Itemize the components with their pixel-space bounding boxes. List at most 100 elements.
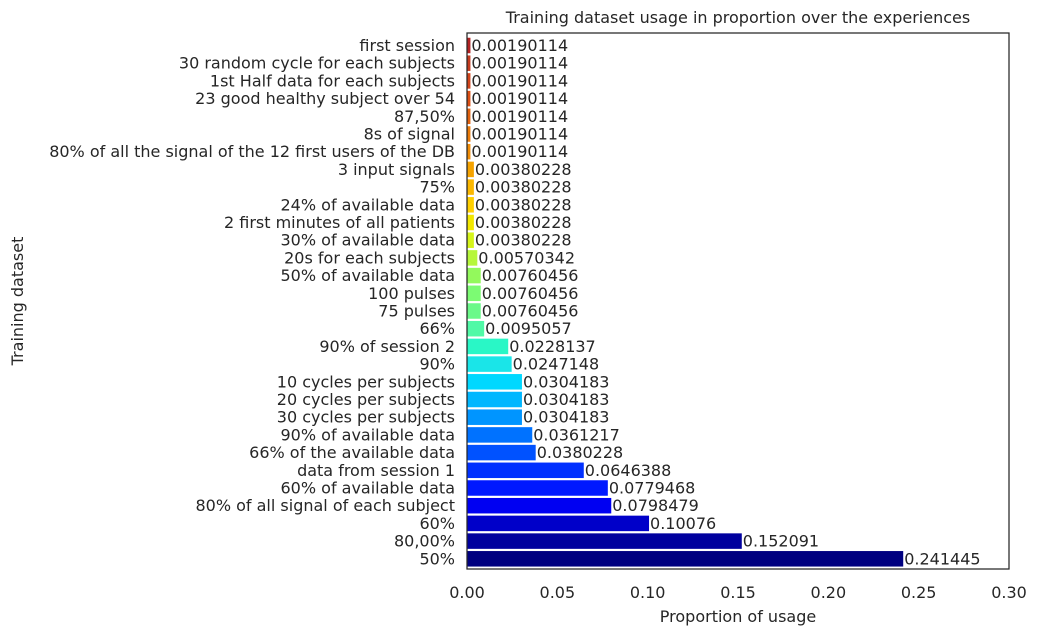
bar bbox=[467, 214, 474, 231]
bar bbox=[467, 108, 471, 125]
data-label: 0.0304183 bbox=[523, 390, 610, 409]
data-label: 0.0095057 bbox=[485, 319, 572, 338]
bar bbox=[467, 497, 612, 514]
x-tick-labels: 0.00 0.05 0.10 0.15 0.20 0.25 0.30 bbox=[449, 583, 1027, 602]
data-label: 0.241445 bbox=[904, 549, 980, 568]
x-tick-label: 0.10 bbox=[630, 583, 666, 602]
category-label: 10 cycles per subjects bbox=[277, 372, 455, 391]
bar bbox=[467, 480, 608, 496]
category-label: 1st Half data for each subjects bbox=[210, 71, 455, 90]
data-label: 0.00760456 bbox=[482, 284, 579, 303]
data-label: 0.0361217 bbox=[533, 425, 620, 444]
chart-title: Training dataset usage in proportion ove… bbox=[505, 8, 970, 27]
data-label: 0.0304183 bbox=[523, 372, 610, 391]
bar bbox=[467, 338, 509, 355]
category-label: 90% of available data bbox=[281, 425, 456, 444]
category-label: 30% of available data bbox=[281, 231, 456, 250]
category-label: 80% of all the signal of the 12 first us… bbox=[49, 142, 455, 161]
bar bbox=[467, 197, 474, 213]
x-tick-label: 0.15 bbox=[720, 583, 756, 602]
data-label: 0.00190114 bbox=[471, 89, 568, 108]
x-axis-label: Proportion of usage bbox=[660, 607, 816, 626]
data-label: 0.00190114 bbox=[471, 54, 568, 73]
x-tick-label: 0.05 bbox=[540, 583, 576, 602]
category-label: 66% of the available data bbox=[249, 443, 455, 462]
data-label: 0.0798479 bbox=[612, 496, 699, 515]
category-label: first session bbox=[359, 36, 455, 55]
bar bbox=[467, 90, 471, 107]
category-label: 23 good healthy subject over 54 bbox=[195, 89, 455, 108]
bar bbox=[467, 444, 536, 461]
x-tick-label: 0.00 bbox=[449, 583, 485, 602]
bar bbox=[467, 73, 471, 89]
bar bbox=[467, 232, 474, 248]
category-label: 75 pulses bbox=[378, 302, 455, 321]
bar bbox=[467, 285, 481, 302]
category-label: 66% bbox=[419, 319, 455, 338]
data-label: 0.00380228 bbox=[475, 195, 572, 214]
bar bbox=[467, 409, 522, 425]
category-label: data from session 1 bbox=[297, 461, 455, 480]
category-label: 80,00% bbox=[394, 532, 455, 551]
bar bbox=[467, 320, 485, 337]
category-label: 50% of available data bbox=[281, 266, 456, 285]
bar bbox=[467, 303, 481, 319]
category-label: 3 input signals bbox=[338, 160, 455, 179]
bar bbox=[467, 356, 512, 372]
data-label: 0.0304183 bbox=[523, 408, 610, 427]
category-label: 60% of available data bbox=[281, 479, 456, 498]
category-label: 87,50% bbox=[394, 107, 455, 126]
bar bbox=[467, 551, 904, 567]
plot-frame bbox=[466, 32, 1010, 570]
data-label: 0.00190114 bbox=[471, 71, 568, 90]
data-label: 0.00190114 bbox=[471, 36, 568, 55]
category-label: 100 pulses bbox=[368, 284, 455, 303]
category-label: 24% of available data bbox=[281, 195, 456, 214]
data-label: 0.00760456 bbox=[482, 302, 579, 321]
bars-group bbox=[467, 37, 904, 567]
category-label: 60% bbox=[419, 514, 455, 533]
y-axis-label: Training dataset bbox=[8, 237, 27, 367]
bar bbox=[467, 462, 584, 479]
value-labels: 0.001901140.001901140.001901140.00190114… bbox=[471, 36, 980, 568]
x-tick-label: 0.25 bbox=[901, 583, 937, 602]
bar bbox=[467, 161, 474, 178]
data-label: 0.00190114 bbox=[471, 107, 568, 126]
data-label: 0.00190114 bbox=[471, 125, 568, 144]
x-tick-label: 0.30 bbox=[991, 583, 1027, 602]
bar bbox=[467, 55, 471, 71]
bar bbox=[467, 391, 522, 408]
category-label: 75% bbox=[419, 178, 455, 197]
data-label: 0.152091 bbox=[743, 532, 819, 551]
bar bbox=[467, 250, 478, 266]
bar bbox=[467, 515, 650, 532]
bar bbox=[467, 533, 742, 549]
data-label: 0.00190114 bbox=[471, 142, 568, 161]
bar bbox=[467, 143, 471, 160]
bar bbox=[467, 126, 471, 142]
data-label: 0.00380228 bbox=[475, 178, 572, 197]
bar bbox=[467, 37, 471, 54]
x-tick-label: 0.20 bbox=[811, 583, 847, 602]
category-label: 30 random cycle for each subjects bbox=[179, 54, 455, 73]
data-label: 0.00760456 bbox=[482, 266, 579, 285]
category-label: 90% bbox=[419, 355, 455, 374]
data-label: 0.0779468 bbox=[609, 479, 696, 498]
data-label: 0.00570342 bbox=[478, 248, 575, 267]
data-label: 0.10076 bbox=[650, 514, 716, 533]
data-label: 0.0646388 bbox=[585, 461, 672, 480]
bar bbox=[467, 374, 522, 390]
data-label: 0.00380228 bbox=[475, 213, 572, 232]
bar bbox=[467, 179, 474, 195]
data-label: 0.00380228 bbox=[475, 231, 572, 250]
category-label: 2 first minutes of all patients bbox=[224, 213, 455, 232]
bar bbox=[467, 267, 481, 284]
data-label: 0.0228137 bbox=[509, 337, 596, 356]
category-label: 90% of session 2 bbox=[319, 337, 455, 356]
category-label: 50% bbox=[419, 549, 455, 568]
category-label: 80% of all signal of each subject bbox=[195, 496, 455, 515]
bar bbox=[467, 427, 533, 443]
data-label: 0.00380228 bbox=[475, 160, 572, 179]
